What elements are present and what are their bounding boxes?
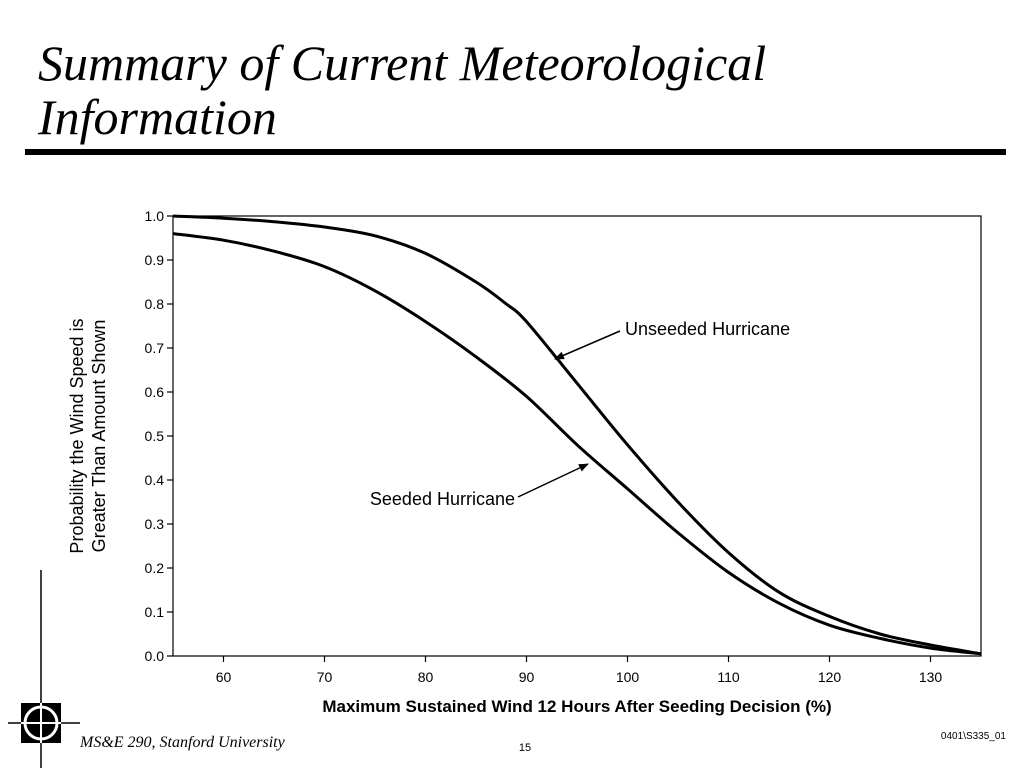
y-axis-title-line-2: Greater Than Amount Shown <box>89 320 109 553</box>
annotation-label-1: Seeded Hurricane <box>370 489 515 509</box>
series-group <box>172 214 982 656</box>
x-axis-ticks: 60 70 80 90 100 110 120 130 <box>216 656 943 685</box>
y-tick-label-9: 0.9 <box>145 252 165 268</box>
x-tick-label-2: 80 <box>418 669 434 685</box>
annotation-arrow-1 <box>517 463 589 498</box>
y-tick-label-6: 0.6 <box>145 384 165 400</box>
doc-code: 0401\S335_01 <box>940 731 1006 742</box>
slide-title-line-1: Summary of Current Meteorological <box>38 35 767 91</box>
slide-title-line-2: Information <box>38 89 277 145</box>
y-tick-label-8: 0.8 <box>145 296 165 312</box>
x-tick-label-3: 90 <box>519 669 535 685</box>
x-tick-label-4: 100 <box>616 669 640 685</box>
series-line-unseeded-hurricane <box>172 214 982 656</box>
footer-course: MS&E 290, Stanford University <box>80 734 285 751</box>
y-tick-label-10: 1.0 <box>145 208 165 224</box>
y-tick-label-4: 0.4 <box>145 472 165 488</box>
series-line-seeded-hurricane <box>172 232 982 656</box>
y-tick-label-1: 0.1 <box>145 604 165 620</box>
x-tick-label-7: 130 <box>919 669 943 685</box>
annotation-arrow-0 <box>554 330 621 360</box>
y-axis-title-line-1: Probability the Wind Speed is <box>67 318 87 553</box>
stanford-logo <box>8 570 80 768</box>
page-number: 15 <box>518 742 532 754</box>
y-axis-ticks: 0.0 0.1 0.2 0.3 0.4 0.5 0.6 0.7 0.8 0.9 1.0 <box>145 208 173 664</box>
annotation-group: Unseeded Hurricane Seeded Hurricane <box>370 319 790 509</box>
x-tick-label-5: 110 <box>717 669 740 685</box>
y-tick-label-7: 0.7 <box>145 340 165 356</box>
y-tick-label-2: 0.2 <box>145 560 165 576</box>
x-axis-title: Maximum Sustained Wind 12 Hours After Se… <box>322 697 831 716</box>
title-rule <box>25 149 1006 155</box>
x-tick-label-6: 120 <box>818 669 842 685</box>
annotation-label-0: Unseeded Hurricane <box>625 319 790 339</box>
x-tick-label-1: 70 <box>317 669 333 685</box>
y-tick-label-3: 0.3 <box>145 516 165 532</box>
slide-title: Summary of Current Meteorological Informa… <box>38 36 998 144</box>
y-tick-label-5: 0.5 <box>145 428 165 444</box>
y-axis-title: Probability the Wind Speed is Greater Th… <box>67 318 109 553</box>
y-tick-label-0: 0.0 <box>145 648 165 664</box>
x-tick-label-0: 60 <box>216 669 232 685</box>
plot-frame <box>172 215 982 657</box>
